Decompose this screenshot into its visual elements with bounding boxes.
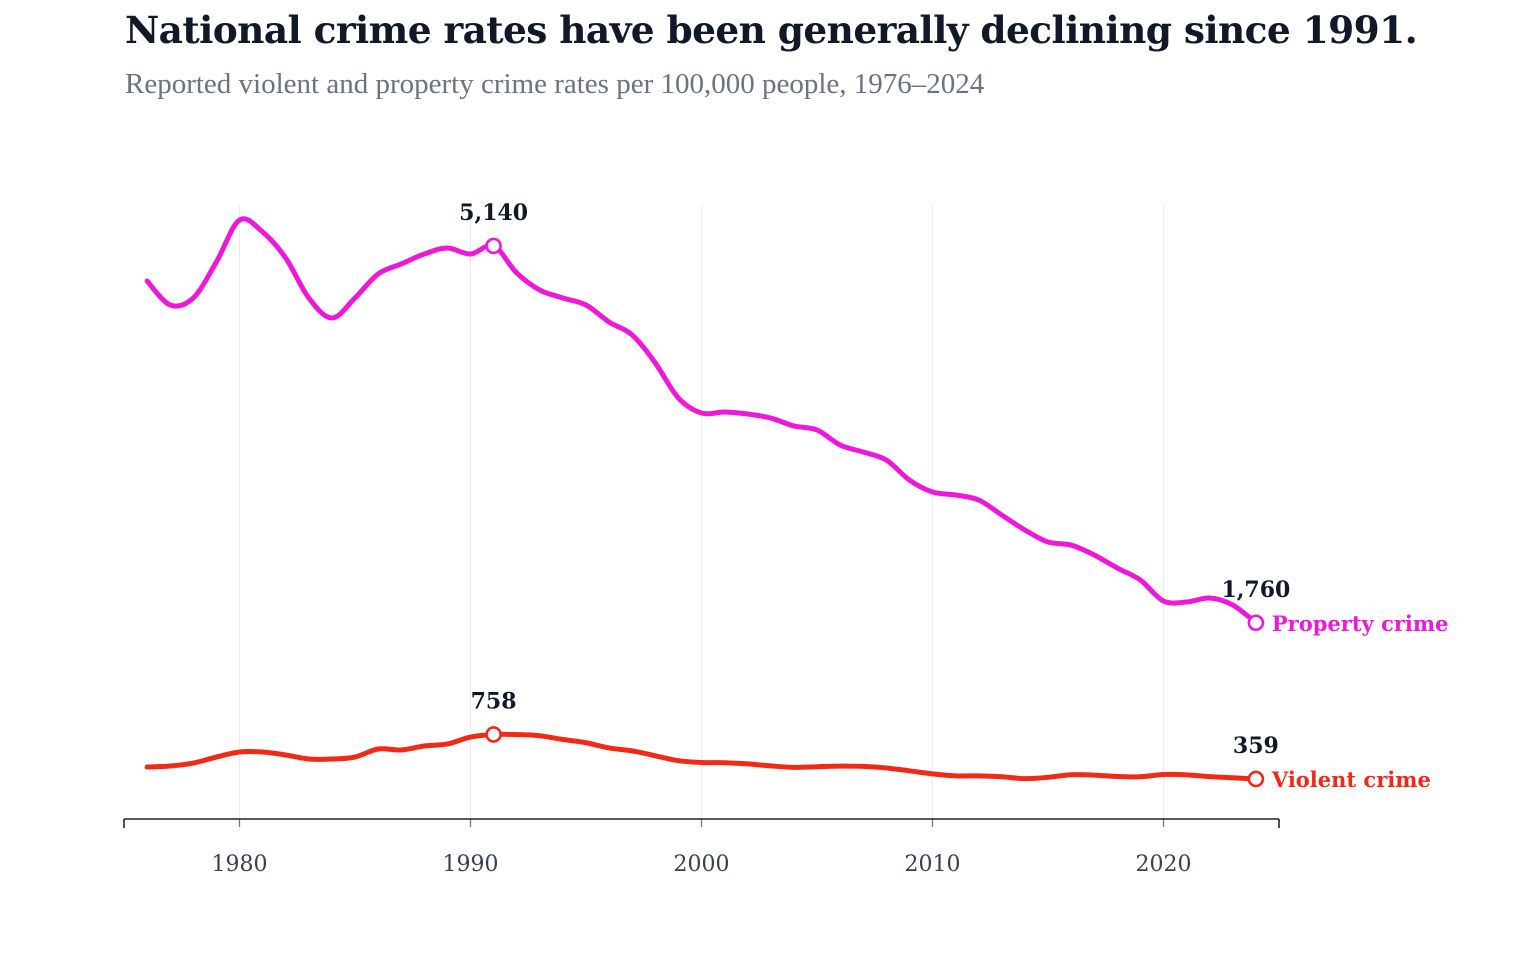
property-crime-series-label: Property crime bbox=[1272, 611, 1449, 636]
x-tick-label: 1980 bbox=[212, 852, 268, 877]
x-tick-label: 2000 bbox=[674, 852, 730, 877]
violent-crime-marker-1991 bbox=[485, 726, 502, 743]
x-tick-label: 1990 bbox=[443, 852, 499, 877]
series-group bbox=[144, 216, 1265, 788]
chart-title: National crime rates have been generally… bbox=[125, 8, 1418, 52]
property-crime-value-label-1991: 5,140 bbox=[459, 200, 528, 226]
x-tick-label: 2010 bbox=[905, 852, 961, 877]
labels-group: 5,140 1,760 Property crime 758 359 Violent cr… bbox=[459, 200, 1448, 792]
property-crime-value-label-2024: 1,760 bbox=[1221, 577, 1290, 603]
violent-crime-series-label: Violent crime bbox=[1271, 767, 1431, 792]
property-crime-marker-1991 bbox=[485, 237, 502, 255]
violent-crime-marker-2024 bbox=[1247, 770, 1265, 788]
violent-crime-value-label-2024: 359 bbox=[1233, 733, 1279, 759]
gridlines bbox=[239, 205, 1164, 819]
property-crime-line bbox=[144, 216, 1259, 626]
violent-crime-line bbox=[144, 731, 1259, 782]
violent-crime-value-label-1991: 758 bbox=[471, 688, 517, 714]
property-crime-marker-2024 bbox=[1247, 614, 1265, 632]
chart-subtitle: Reported violent and property crime rate… bbox=[125, 68, 985, 100]
x-axis: 1980 1990 2000 2010 2020 bbox=[123, 818, 1280, 877]
x-tick-label: 2020 bbox=[1136, 852, 1192, 877]
